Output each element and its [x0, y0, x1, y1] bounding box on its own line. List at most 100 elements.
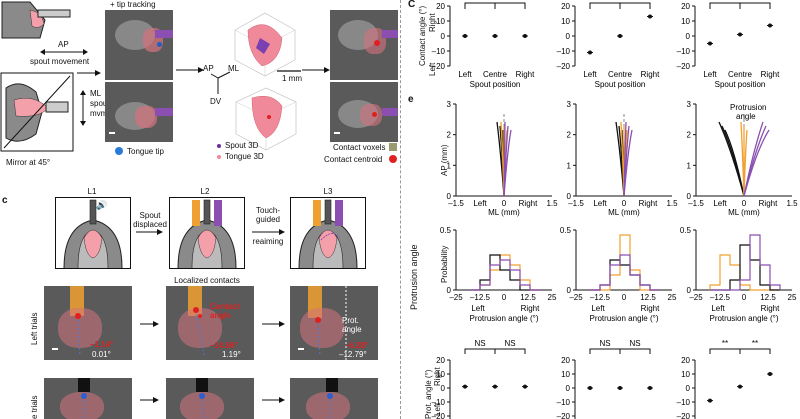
- x-tick-label: Right: [641, 70, 660, 79]
- trial-photo-l2: [166, 286, 254, 360]
- x-tick-label: Left: [593, 199, 607, 208]
- contact-angle-1: Contact: [210, 302, 240, 311]
- significance-label: NS: [474, 339, 485, 348]
- x-axis-label: Protrusion angle (°): [469, 314, 538, 323]
- y-tick-label: 20: [436, 356, 445, 365]
- schematic-l1: [55, 197, 131, 269]
- x-tick-label: Right: [519, 199, 538, 208]
- arrow-l2-l3: [252, 229, 285, 235]
- x-left-label: Left: [711, 304, 725, 313]
- arrow-trial-1: [140, 321, 159, 327]
- y-tick-label: 1: [687, 161, 692, 170]
- histogram-line: [470, 254, 540, 291]
- x-tick-label: 25: [788, 293, 797, 302]
- y-tick-label: 20: [561, 2, 570, 11]
- data-point: [648, 14, 652, 19]
- scale-bar: [277, 70, 301, 72]
- y-tick-label: 3: [567, 100, 572, 109]
- x-tick-label: Left: [703, 70, 717, 79]
- x-tick-label: –12.5: [590, 293, 611, 302]
- significance-bracket: [464, 348, 526, 354]
- trial-photo-r3: [290, 378, 378, 419]
- y-tick-label: 2: [447, 131, 452, 140]
- x-tick-label: Right: [639, 199, 658, 208]
- x-axis-label: Spout position: [470, 80, 521, 89]
- arrow-to-3d: [176, 67, 204, 73]
- y-tick-label: –20: [557, 412, 571, 419]
- x-tick-label: 12.5: [760, 293, 776, 302]
- y-tick-label: 20: [561, 356, 570, 365]
- y-tick-label: 0: [566, 32, 571, 41]
- histogram-line: [470, 259, 540, 291]
- trial2-angle-white: 1.19°: [222, 350, 241, 359]
- left-trials-label: Left trials: [30, 312, 39, 345]
- x-axis-label: Protrusion angle (°): [709, 314, 778, 323]
- y-tick-label: –20: [677, 412, 691, 419]
- y-tick-label: 0: [566, 384, 571, 393]
- x-tick-label: –1.5: [568, 199, 584, 208]
- x-right-label: Right: [521, 304, 540, 313]
- y-tick-label: –10: [432, 47, 446, 56]
- trajectory-line: [623, 129, 633, 197]
- x-tick-label: Left: [583, 70, 597, 79]
- significance-label: NS: [504, 339, 515, 348]
- x-tick-label: Centre: [608, 70, 633, 79]
- x-tick-label: 1.5: [546, 199, 558, 208]
- mirror-label: Mirror at 45°: [6, 158, 51, 167]
- y-tick-label: 10: [561, 370, 570, 379]
- prot-angle-1: Prot.: [342, 316, 359, 325]
- x-tick-label: 0: [742, 199, 747, 208]
- x-axis-label: Protrusion angle (°): [589, 314, 658, 323]
- panel-divider: [400, 0, 402, 419]
- y-tick-label: 1: [447, 161, 452, 170]
- data-point: [768, 23, 772, 28]
- y-tick-label: –10: [557, 47, 571, 56]
- tracking-photo-bottom: [105, 82, 173, 142]
- y-tick-label: 0.5: [680, 226, 692, 235]
- y-tick-label: 20: [681, 356, 690, 365]
- data-point: [463, 384, 467, 389]
- spout-displaced-1: Spout: [139, 211, 161, 220]
- axis-dv-label: DV: [210, 97, 222, 106]
- tongue-tip-label: Tongue tip: [127, 147, 164, 156]
- significance-bracket: [464, 2, 526, 9]
- schematic-l3: [290, 197, 366, 269]
- data-point: [588, 386, 592, 390]
- x-tick-label: Left: [713, 199, 727, 208]
- arrow-to-contact: [302, 67, 330, 73]
- y-tick-label: 2: [687, 131, 692, 140]
- x-right-label: Right: [761, 304, 780, 313]
- tongue3d-label: Tongue 3D: [225, 152, 264, 161]
- data-point: [738, 32, 742, 37]
- y-tick-label: 0: [567, 192, 572, 201]
- y-tick-label: 0: [687, 286, 692, 295]
- reaim-1: Touch-: [255, 206, 281, 215]
- contact-centroid-dot: [389, 155, 397, 163]
- y-tick-label: 2: [567, 131, 572, 140]
- x-tick-label: 12.5: [520, 293, 536, 302]
- contact-angle-ylabel: Contact angle (°): [418, 5, 427, 66]
- y-tick-label: 0: [447, 286, 452, 295]
- y-tick-label: 10: [561, 17, 570, 26]
- protrusion-annotation-1: Protrusion: [730, 103, 766, 112]
- y-tick-label: 20: [436, 2, 445, 11]
- x-tick-label: 1.5: [786, 199, 798, 208]
- ml-label: ML: [90, 89, 102, 98]
- spout3d-dot: [217, 144, 221, 148]
- x-right-label: Right: [641, 304, 660, 313]
- x-tick-label: Right: [759, 199, 778, 208]
- panel-c-letter: c: [2, 195, 8, 206]
- spout-label: spout: [90, 99, 110, 108]
- x-tick-label: Centre: [728, 70, 753, 79]
- y-tick-label: –10: [677, 398, 691, 407]
- y-tick-label: 1: [567, 161, 572, 170]
- trajectory-line: [743, 129, 770, 197]
- arrow-trial-r1: [140, 397, 159, 403]
- reaim-2: guided: [255, 215, 281, 224]
- data-point: [588, 50, 592, 55]
- data-point: [648, 386, 652, 390]
- contact-voxels-swatch: [389, 143, 397, 151]
- y-tick-label: 0: [441, 32, 446, 41]
- x-tick-label: –1.5: [688, 199, 704, 208]
